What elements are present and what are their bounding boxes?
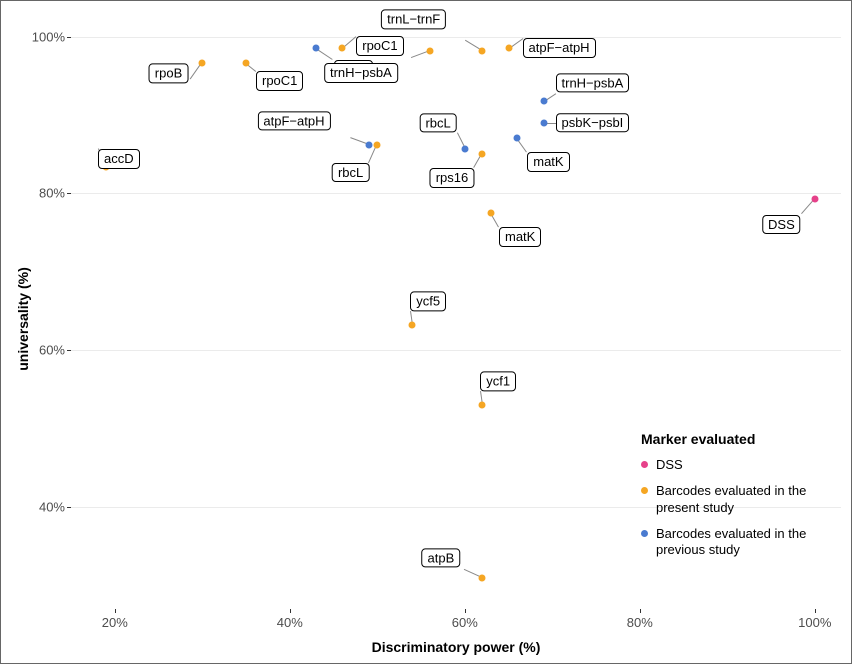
point-label: rbcL	[332, 163, 369, 183]
x-tick-mark	[815, 609, 816, 613]
data-point	[313, 45, 320, 52]
legend-swatch	[641, 461, 648, 468]
data-point	[461, 145, 468, 152]
point-label: rpoB	[149, 64, 188, 84]
y-tick-mark	[67, 350, 71, 351]
gridline	[71, 37, 841, 38]
data-point	[488, 209, 495, 216]
legend-swatch	[641, 530, 648, 537]
data-point	[365, 141, 372, 148]
data-point	[514, 135, 521, 142]
data-point	[505, 45, 512, 52]
y-tick-mark	[67, 37, 71, 38]
point-label: matK	[499, 227, 541, 247]
gridline	[71, 193, 841, 194]
legend-label: Barcodes evaluated in the previous study	[656, 526, 811, 559]
point-label: ycf5	[410, 292, 446, 312]
data-point	[811, 195, 818, 202]
legend-label: Barcodes evaluated in the present study	[656, 483, 811, 516]
point-label: atpF−atpH	[523, 38, 596, 58]
y-tick-label: 100%	[32, 29, 71, 44]
point-label: trnL−trnF	[381, 10, 446, 30]
point-label: matK	[527, 152, 569, 172]
x-axis-title: Discriminatory power (%)	[372, 639, 541, 655]
gridline	[71, 350, 841, 351]
point-label: rpoC1	[356, 36, 403, 56]
y-tick-mark	[67, 507, 71, 508]
data-point	[479, 574, 486, 581]
data-point	[374, 141, 381, 148]
data-point	[479, 48, 486, 55]
point-label: trnH−psbA	[556, 73, 630, 93]
x-tick-mark	[465, 609, 466, 613]
data-point	[409, 322, 416, 329]
point-label: ycf1	[480, 372, 516, 392]
point-label: DSS	[762, 215, 801, 235]
data-point	[479, 402, 486, 409]
legend-title: Marker evaluated	[641, 431, 811, 447]
x-tick-mark	[115, 609, 116, 613]
legend-swatch	[641, 487, 648, 494]
legend-item: DSS	[641, 457, 811, 473]
legend-item: Barcodes evaluated in the present study	[641, 483, 811, 516]
point-label: atpB	[422, 548, 461, 568]
x-tick-mark	[290, 609, 291, 613]
legend-item: Barcodes evaluated in the previous study	[641, 526, 811, 559]
y-tick-mark	[67, 193, 71, 194]
data-point	[426, 48, 433, 55]
x-tick-mark	[640, 609, 641, 613]
point-label: trnH−psbA	[324, 63, 398, 83]
point-label: psbK−psbI	[556, 113, 630, 133]
point-label: atpF−atpH	[257, 111, 330, 131]
data-point	[339, 45, 346, 52]
point-label: accD	[98, 149, 140, 169]
y-axis-title: universality (%)	[15, 267, 31, 370]
data-point	[243, 60, 250, 67]
point-label: rpoC1	[256, 71, 303, 91]
point-label: rps16	[430, 168, 475, 188]
data-point	[540, 119, 547, 126]
data-point	[479, 151, 486, 158]
data-point	[199, 60, 206, 67]
scatter-chart: 40%60%80%100%20%40%60%80%100%accDrpoBrpo…	[0, 0, 852, 664]
legend-label: DSS	[656, 457, 683, 473]
data-point	[540, 97, 547, 104]
point-label: rbcL	[419, 113, 456, 133]
legend: Marker evaluated DSS Barcodes evaluated i…	[641, 431, 811, 568]
